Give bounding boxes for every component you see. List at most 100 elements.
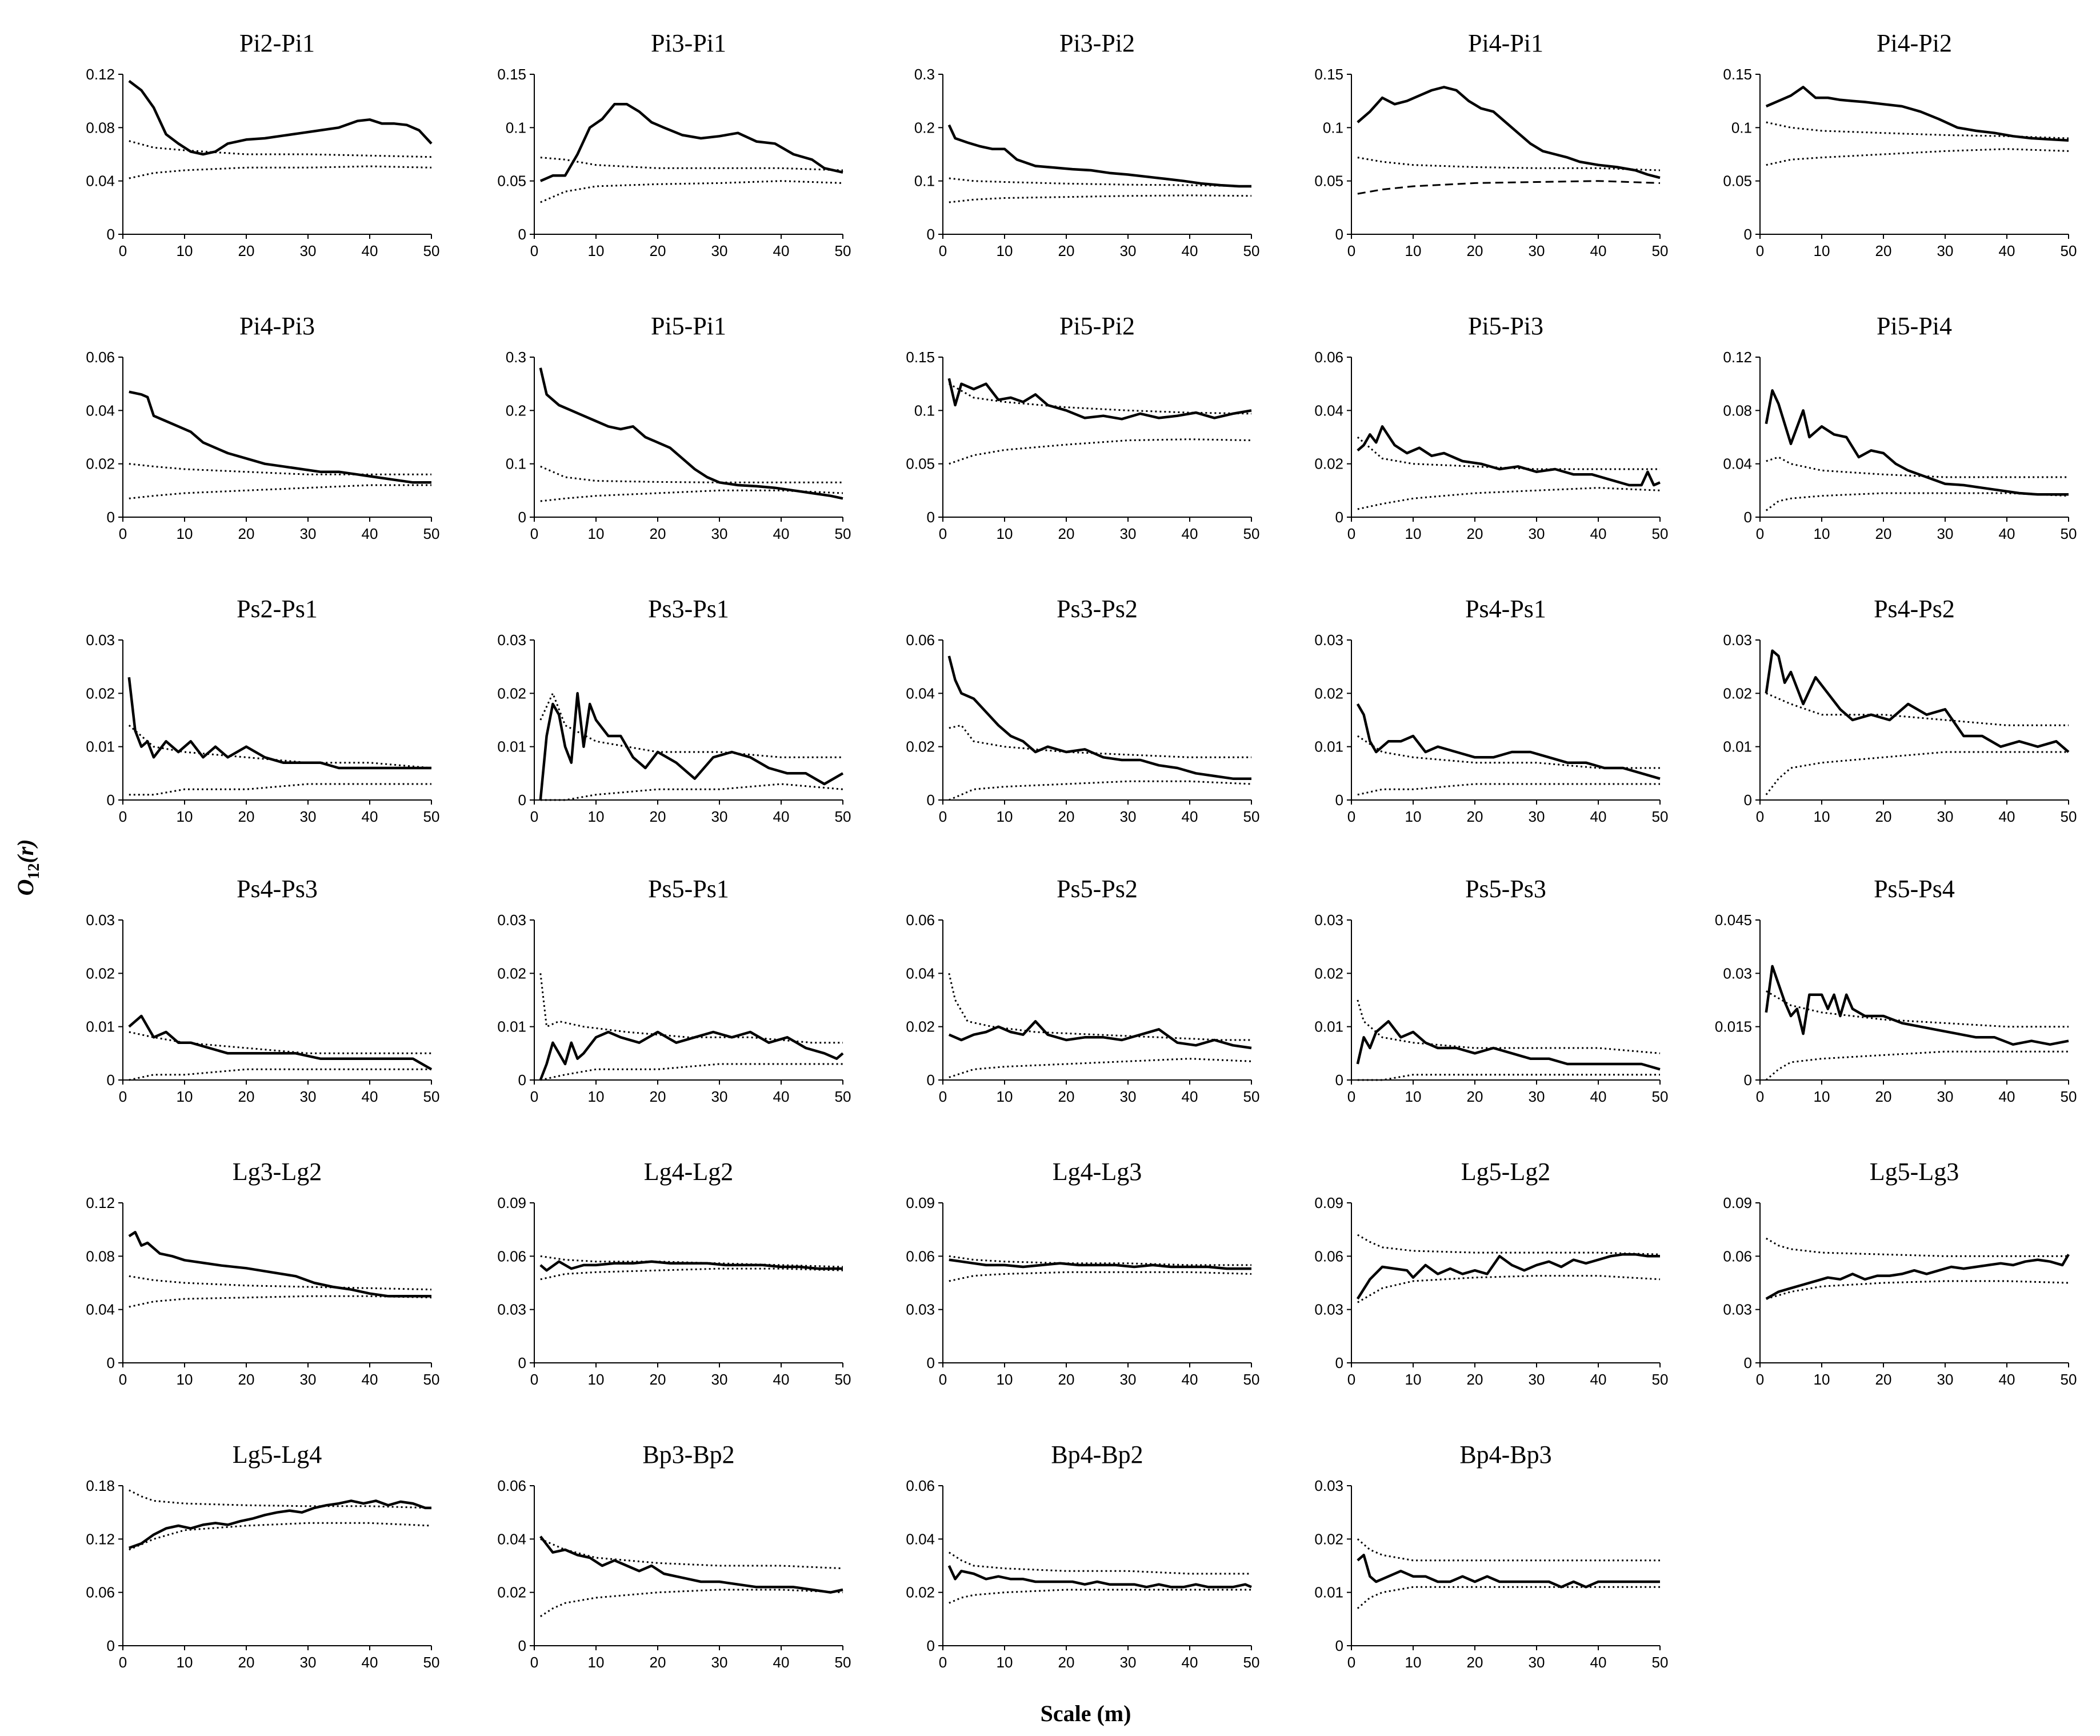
lower-envelope-line [1357,783,1660,796]
y-tick-label: 0.04 [86,402,115,419]
x-tick-label: 0 [530,242,538,259]
y-tick-label: 0.04 [86,1301,115,1318]
x-tick-label: 20 [238,242,255,259]
upper-envelope-line [949,724,1251,758]
x-tick-label: 20 [1467,242,1483,259]
upper-envelope-line [1766,1237,2069,1257]
x-tick-label: 40 [1182,1371,1198,1388]
x-tick-label: 50 [1652,1371,1669,1388]
x-tick-label: 20 [1875,1088,1892,1105]
lower-envelope-line [540,180,843,203]
y-tick-label: 0.04 [497,1530,526,1547]
chart-panel: Ps4-Ps3 0 0.01 0.02 0.03 0 10 20 30 40 50 [86,875,439,1105]
y-tick-label: 0.12 [1723,349,1752,366]
y-tick-label: 0.09 [497,1194,526,1211]
y-tick-label: 0.06 [86,349,115,366]
x-tick-label: 50 [2061,242,2077,259]
x-tick-label: 0 [1756,1371,1764,1388]
x-tick-label: 0 [939,242,947,259]
chart-panel: Ps2-Ps1 0 0.01 0.02 0.03 0 10 20 30 40 50 [86,595,439,825]
y-tick-label: 0.02 [906,1584,935,1601]
y-tick-label: 0 [1744,226,1752,243]
panel-title: Ps4-Ps1 [1465,595,1546,623]
x-tick-label: 10 [177,1371,193,1388]
upper-envelope-line [1357,999,1661,1054]
upper-envelope-line [540,1538,843,1570]
x-tick-label: 40 [1590,1088,1607,1105]
x-tick-label: 20 [650,1654,666,1671]
x-tick-label: 0 [119,808,127,825]
panel-title: Lg5-Lg2 [1461,1158,1550,1186]
observed-line [1765,1254,2070,1300]
upper-envelope-line [539,973,843,1044]
x-tick-label: 50 [1243,242,1260,259]
panel-title: Ps3-Ps2 [1057,595,1138,623]
upper-envelope-line [1357,436,1660,470]
x-tick-label: 10 [588,1654,605,1671]
y-tick-label: 0 [107,791,115,809]
y-tick-label: 0.04 [86,173,115,190]
lower-envelope-line [949,1589,1251,1604]
x-tick-label: 20 [238,1371,255,1388]
x-tick-label: 40 [773,1654,790,1671]
panel-title: Pi4-Pi2 [1877,29,1952,57]
x-tick-label: 10 [1405,242,1422,259]
x-tick-label: 30 [300,1654,317,1671]
lower-envelope-line [1766,148,2069,166]
lower-envelope-line [129,1295,432,1308]
panel-title: Bp4-Bp3 [1459,1441,1551,1469]
y-tick-label: 0.03 [1723,631,1752,649]
y-tick-label: 0 [107,1354,115,1371]
chart-panel: Pi3-Pi2 0 0.1 0.2 0.3 0 10 20 30 40 50 [914,29,1260,259]
x-tick-label: 50 [835,1654,851,1671]
x-tick-label: 0 [1347,525,1355,542]
x-tick-label: 40 [1999,1088,2015,1105]
x-tick-label: 10 [1405,808,1422,825]
lower-envelope-line [1765,751,2069,795]
upper-envelope-line [540,465,843,483]
x-tick-label: 0 [939,525,947,542]
y-tick-label: 0.04 [906,685,935,702]
x-tick-label: 30 [1120,1088,1137,1105]
panel-title: Bp3-Bp2 [642,1441,734,1469]
x-tick-label: 30 [1529,808,1545,825]
y-tick-label: 0 [518,791,526,809]
panel-title: Ps3-Ps1 [648,595,729,623]
x-tick-label: 20 [1058,1088,1075,1105]
y-tick-label: 0 [107,1637,115,1654]
x-tick-label: 20 [238,808,255,825]
x-tick-label: 0 [530,1088,538,1105]
x-tick-label: 0 [1756,1088,1764,1105]
y-tick-label: 0.03 [1723,965,1752,982]
chart-panel: Pi4-Pi3 0 0.02 0.04 0.06 0 10 20 30 40 50 [86,312,439,542]
panel-title: Ps5-Ps2 [1057,875,1138,903]
x-tick-label: 20 [238,1654,255,1671]
x-tick-label: 30 [1120,525,1137,542]
x-tick-label: 50 [1652,808,1669,825]
x-tick-label: 10 [588,242,605,259]
x-tick-label: 10 [177,525,193,542]
chart-panel: Ps5-Ps2 0 0.02 0.04 0.06 0 10 20 30 40 50 [906,875,1259,1105]
x-tick-label: 40 [1590,242,1607,259]
x-tick-label: 50 [2061,808,2077,825]
y-tick-label: 0 [1335,226,1343,243]
chart-panel: Pi5-Pi3 0 0.02 0.04 0.06 0 10 20 30 40 50 [1314,312,1668,542]
x-tick-label: 0 [119,1371,127,1388]
chart-panel: Lg5-Lg4 0 0.06 0.12 0.18 0 10 20 30 40 50 [86,1441,439,1671]
x-tick-label: 30 [711,808,728,825]
x-tick-label: 30 [711,1088,728,1105]
x-tick-label: 30 [1529,525,1545,542]
x-tick-label: 40 [362,1088,378,1105]
x-tick-label: 10 [997,808,1013,825]
x-tick-label: 30 [1529,1088,1545,1105]
y-tick-label: 0.09 [1723,1194,1752,1211]
x-tick-label: 40 [362,1371,378,1388]
lower-envelope-line [949,194,1252,203]
upper-envelope-line [129,1275,432,1291]
x-tick-label: 40 [773,808,790,825]
x-tick-label: 50 [1243,808,1260,825]
panel-title: Ps5-Ps1 [648,875,729,903]
chart-panel: Ps5-Ps4 0 0.015 0.03 0.045 0 10 20 30 40 50 [1715,875,2077,1105]
panel-title: Ps5-Ps4 [1874,875,1955,903]
